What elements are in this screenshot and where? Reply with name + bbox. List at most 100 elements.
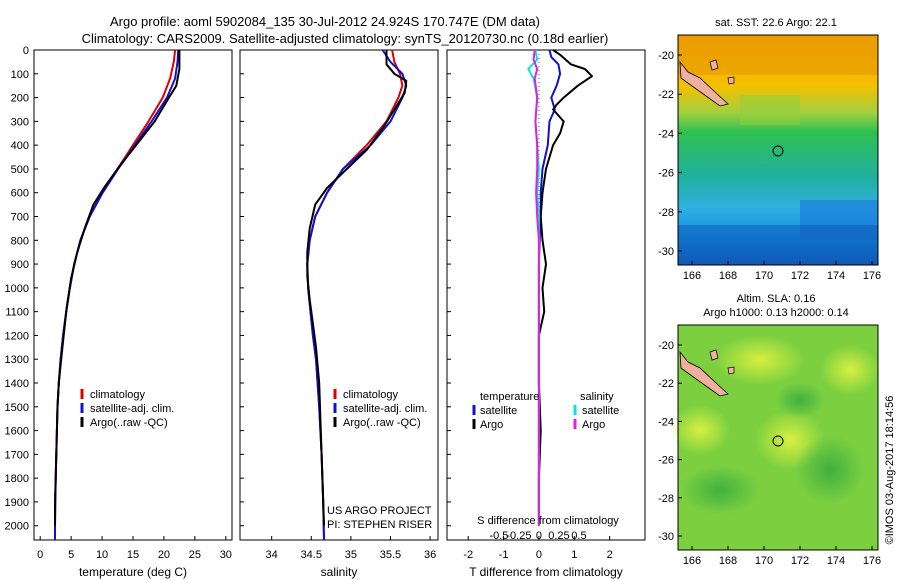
sst-warm-band <box>678 35 878 75</box>
sla-low <box>795 435 865 505</box>
legend-label: satellite-adj. clim. <box>90 403 174 415</box>
x-tick-label: 34 <box>266 549 278 561</box>
legend-label: climatology <box>343 389 399 401</box>
new-caledonia-land <box>679 350 729 397</box>
lat-tick-label: -24 <box>658 128 674 140</box>
series-line-t-argo <box>537 49 593 526</box>
legend-heading-salinity: salinity <box>580 391 614 403</box>
lon-tick-label: 174 <box>827 270 845 282</box>
x-tick-label: 10 <box>96 549 108 561</box>
difference-panel-frame <box>446 49 646 541</box>
salinity-plot: 34 34.5 35 35.5 36 salinity climatology satelli… <box>240 49 436 579</box>
x-tick-label: 0 <box>37 549 43 561</box>
lon-tick-label: 172 <box>791 555 809 567</box>
depth-tick-label: 600 <box>11 188 29 200</box>
legend-heading-temperature: temperature <box>480 391 539 403</box>
sla-high <box>820 345 880 395</box>
sla-map-subtitle: Argo h1000: 0.13 h2000: 0.14 <box>703 307 849 319</box>
depth-tick-label: 900 <box>11 259 29 271</box>
s-tick-label: 0.5 <box>571 530 586 542</box>
depth-tick-label: 2000 <box>5 521 29 533</box>
lat-tick-label: -26 <box>658 168 674 180</box>
project-label: US ARGO PROJECT <box>327 505 432 517</box>
lon-tick-label: 166 <box>683 555 701 567</box>
temperature-panel-frame <box>33 49 233 541</box>
x-tick-label: 35 <box>345 549 357 561</box>
figure-title: Argo profile: aoml 5902084_135 30-Jul-20… <box>110 14 540 29</box>
depth-tick-label: 500 <box>11 164 29 176</box>
s-tick-label: -0.5 <box>489 530 508 542</box>
series-line-climatology <box>54 49 177 540</box>
sst-cold-patch <box>800 200 878 240</box>
new-caledonia-land <box>679 60 729 107</box>
argo-location-marker-sst <box>772 145 784 157</box>
x-tick-label: 2 <box>607 549 613 561</box>
depth-tick-label: 1000 <box>5 283 29 295</box>
x-tick-label: 25 <box>189 549 201 561</box>
argo-location-marker-sla <box>772 435 784 447</box>
lat-tick-label: -28 <box>658 493 674 505</box>
s-tick-label: 0.25 <box>548 530 569 542</box>
sst-map-frame <box>677 34 879 266</box>
sla-low <box>775 382 825 418</box>
depth-tick-label: 0 <box>23 45 29 57</box>
lon-tick-label: 176 <box>863 555 881 567</box>
legend-label: Argo(..raw -QC) <box>343 417 421 429</box>
legend-label: Argo <box>480 419 503 431</box>
legend-label: climatology <box>90 389 146 401</box>
lat-tick-label: -30 <box>658 246 674 258</box>
lon-tick-label: 166 <box>683 270 701 282</box>
x-tick-label: -2 <box>463 549 473 561</box>
loyalty-island-land <box>727 366 735 375</box>
depth-tick-label: 200 <box>11 93 29 105</box>
s-difference-label: S difference from climatology <box>477 515 619 527</box>
depth-tick-label: 1800 <box>5 473 29 485</box>
sla-high <box>715 335 805 385</box>
lat-tick-label: -22 <box>658 378 674 390</box>
depth-tick-label: 1200 <box>5 330 29 342</box>
sst-patch <box>740 95 800 125</box>
x-tick-label: 35.5 <box>380 549 401 561</box>
series-line-argo <box>54 50 181 526</box>
figure-subtitle: Climatology: CARS2009. Satellite-adjuste… <box>82 31 609 46</box>
legend-label: satellite <box>582 405 619 417</box>
lat-tick-label: -22 <box>658 89 674 101</box>
sst-map-title: sat. SST: 22.6 Argo: 22.1 <box>715 17 837 29</box>
legend-label: Argo(..raw -QC) <box>90 417 168 429</box>
depth-tick-label: 300 <box>11 116 29 128</box>
pi-label: PI: STEPHEN RISER <box>327 519 432 531</box>
sst-cold-band <box>678 225 878 265</box>
sla-map-axes: 166 168 170 172 174 176 -20 -22 -24 -26 -28 -30 <box>658 340 881 567</box>
depth-tick-label: 1100 <box>5 307 29 319</box>
series-line-satellite-adj-clim- <box>54 49 180 540</box>
lon-tick-label: 170 <box>755 270 773 282</box>
lat-tick-label: -20 <box>658 340 674 352</box>
depth-tick-label: 1400 <box>5 378 29 390</box>
x-tick-label: 36 <box>424 549 436 561</box>
series-line-argo <box>306 50 408 526</box>
lat-tick-label: -20 <box>658 50 674 62</box>
legend-label: satellite-adj. clim. <box>343 403 427 415</box>
x-tick-label: 5 <box>68 549 74 561</box>
imos-stamp: ©IMOS 03-Aug-2017 18:14:56 <box>884 396 896 545</box>
x-axis-label: temperature (deg C) <box>79 565 187 579</box>
lon-tick-label: 168 <box>719 270 737 282</box>
s-tick-label: 0 <box>536 530 542 542</box>
sla-map-frame <box>677 324 879 551</box>
x-axis-label: salinity <box>321 565 358 579</box>
lat-tick-label: -24 <box>658 416 674 428</box>
lon-tick-label: 174 <box>827 555 845 567</box>
loyalty-island-land <box>709 349 719 361</box>
salinity-panel-frame <box>239 49 439 541</box>
x-tick-label: 0 <box>536 549 542 561</box>
lat-tick-label: -28 <box>658 207 674 219</box>
lat-tick-label: -26 <box>658 455 674 467</box>
depth-tick-label: 1600 <box>5 426 29 438</box>
lon-tick-label: 168 <box>719 555 737 567</box>
depth-tick-label: 1500 <box>5 402 29 414</box>
legend-label: Argo <box>582 419 605 431</box>
lat-tick-label: -30 <box>658 531 674 543</box>
x-tick-label: 30 <box>220 549 232 561</box>
x-tick-label: 34.5 <box>301 549 322 561</box>
